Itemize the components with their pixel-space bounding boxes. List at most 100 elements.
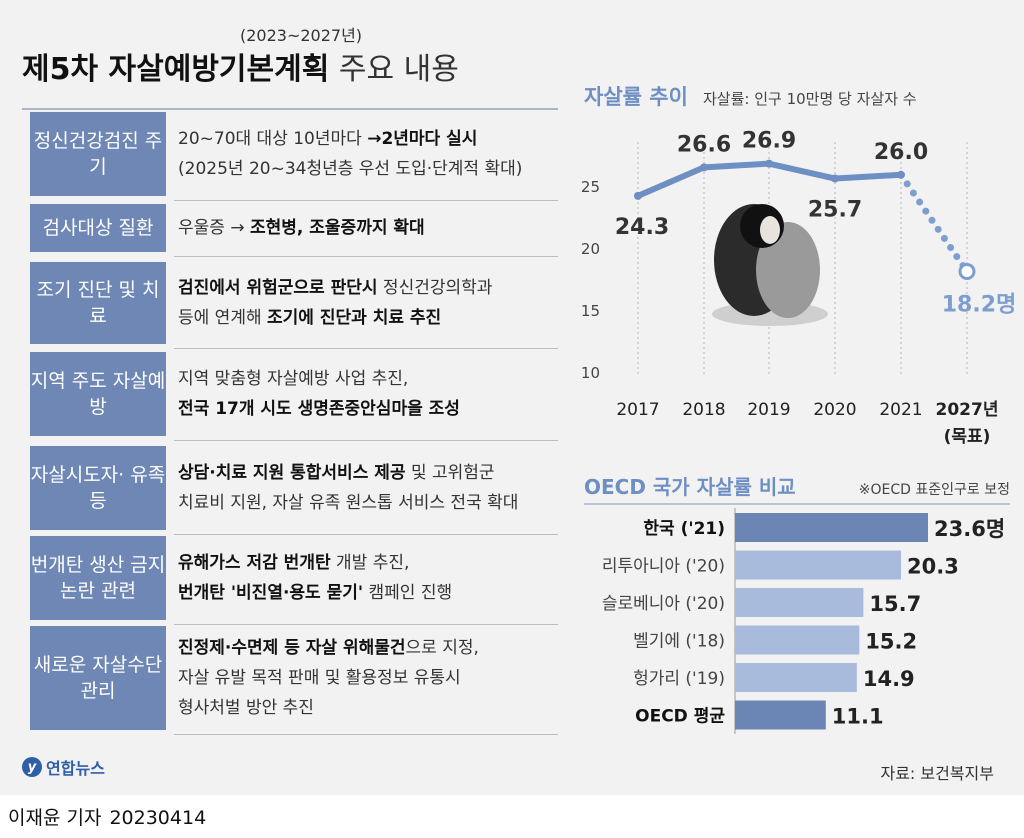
plan-item-label: 새로운 자살수단 관리 — [30, 626, 166, 730]
bar-chart-title: OECD 국가 자살률 비교 — [584, 475, 796, 499]
data-point — [897, 170, 905, 179]
description-line: 진정제·수면제 등 자살 위해물건으로 지정, — [178, 633, 558, 663]
row-divider — [174, 440, 558, 441]
x-tick-label: 2020 — [813, 400, 856, 420]
bar-category-label: 리투아니아 ('20) — [602, 557, 725, 577]
description-line: 전국 17개 시도 생명존중안심마을 조성 — [178, 394, 558, 424]
plan-item: 지역 주도 자살예방 지역 맞춤형 자살예방 사업 추진, 전국 17개 시도 생명… — [30, 352, 558, 436]
plan-item-label: 번개탄 생산 금지 논란 관련 — [30, 536, 166, 620]
value-label: 24.3 — [615, 215, 669, 240]
bar-category-label: 헝가리 ('19) — [633, 669, 725, 689]
reporter-name: 이재윤 기자 — [8, 807, 102, 829]
data-point — [831, 174, 839, 183]
emphasis-text: 전국 17개 시도 생명존중안심마을 조성 — [178, 399, 460, 419]
data-point — [765, 159, 773, 168]
bar-category-label: 벨기에 ('18) — [633, 632, 725, 652]
plan-item: 조기 진단 및 치료 검진에서 위험군으로 판단시 정신건강의학과 등에 연계해 조… — [30, 262, 558, 344]
bar-value-label: 23.6명 — [934, 517, 1005, 541]
plan-period: (2023~2027년) — [240, 26, 363, 45]
bar-category-label: OECD 평균 — [635, 707, 725, 727]
value-label: 25.7 — [808, 198, 862, 223]
emphasis-text: 진정제·수면제 등 자살 위해물건 — [178, 638, 406, 658]
row-divider — [174, 200, 558, 201]
bar-value-label: 20.3 — [907, 555, 959, 579]
target-point — [958, 263, 976, 281]
bar — [735, 588, 864, 617]
x-tick-label: 2019 — [747, 400, 790, 420]
y-tick-label: 10 — [581, 364, 600, 382]
y-tick-label: 25 — [581, 178, 600, 196]
x-tick-label: 2017 — [616, 400, 659, 420]
plan-item: 번개탄 생산 금지 논란 관련 유해가스 저감 번개탄 개발 추진, 번개탄 '비진… — [30, 536, 558, 620]
row-divider — [174, 624, 558, 625]
description-line: 형사처벌 방안 추진 — [178, 693, 558, 723]
data-point — [634, 191, 642, 200]
description-line: 우울증 → 조현병, 조울증까지 확대 — [178, 213, 558, 243]
description-text: 및 고위험군 — [405, 463, 495, 483]
description-line: 자살 유발 목적 판매 및 활용정보 유통시 — [178, 663, 558, 693]
description-line: 치료비 지원, 자살 유족 원스톱 서비스 전국 확대 — [178, 488, 558, 518]
description-line: (2025년 20~34청년층 우선 도입·단계적 확대) — [178, 154, 558, 184]
bar-value-label: 15.2 — [865, 630, 917, 654]
bar — [735, 663, 857, 692]
description-text: 등에 연계해 — [178, 308, 268, 328]
bar — [735, 625, 860, 655]
description-text: 정신건강의학과 — [377, 278, 493, 298]
emphasis-text: 상담·치료 지원 통합서비스 제공 — [178, 463, 406, 483]
plan-item: 새로운 자살수단 관리 진정제·수면제 등 자살 위해물건으로 지정, 자살 유발 … — [30, 626, 558, 730]
x-tick-label: 2018 — [682, 400, 725, 420]
plan-item-label: 조기 진단 및 치료 — [30, 262, 166, 344]
yonhap-logo: y 연합뉴스 — [22, 755, 105, 779]
plan-item-description: 20~70대 대상 10년마다 →2년마다 실시 (2025년 20~34청년층 … — [178, 112, 558, 196]
description-line: 지역 맞춤형 자살예방 사업 추진, — [178, 364, 558, 394]
description-text: 우울증 → — [178, 218, 250, 238]
bar-chart-note: ※OECD 표준인구로 보정 — [859, 482, 1010, 498]
emphasis-text: →2년마다 실시 — [367, 129, 478, 149]
description-text: 형사처벌 방안 추진 — [178, 698, 314, 718]
description-text: 으로 지정, — [405, 638, 479, 658]
data-point — [700, 163, 708, 172]
bar-category-label: 한국 ('21) — [643, 519, 725, 539]
byline: 이재윤 기자 20230414 — [8, 803, 206, 830]
value-label: 26.6 — [677, 132, 731, 157]
x-tick-note: (목표) — [944, 427, 991, 447]
bar-value-label: 14.9 — [863, 667, 915, 691]
description-line: 20~70대 대상 10년마다 →2년마다 실시 — [178, 124, 558, 154]
bar-value-label: 11.1 — [832, 705, 884, 729]
bar-category-label: 슬로베니아 ('20) — [602, 594, 725, 614]
row-divider — [174, 534, 558, 535]
emphasis-text: 번개탄 '비진열·용도 묻기' — [178, 583, 364, 603]
x-tick-label: 2021 — [879, 400, 922, 420]
plan-item-label: 지역 주도 자살예방 — [30, 352, 166, 436]
description-text: 자살 유발 목적 판매 및 활용정보 유통시 — [178, 668, 461, 688]
plan-item-label: 자살시도자· 유족 등 — [30, 446, 166, 530]
figure-face — [760, 216, 780, 244]
crouching-figure-illustration — [712, 204, 828, 326]
emphasis-text: 조현병, 조울증까지 확대 — [249, 218, 425, 238]
emphasis-text: 조기에 진단과 치료 추진 — [267, 308, 442, 328]
description-text: (2025년 20~34청년층 우선 도입·단계적 확대) — [178, 159, 523, 179]
plan-item-description: 진정제·수면제 등 자살 위해물건으로 지정, 자살 유발 목적 판매 및 활용정… — [178, 626, 558, 730]
bar — [735, 513, 928, 542]
plan-item-description: 유해가스 저감 번개탄 개발 추진, 번개탄 '비진열·용도 묻기' 캠페인 진행 — [178, 536, 558, 620]
plan-item: 정신건강검진 주기 20~70대 대상 10년마다 →2년마다 실시 (2025년 … — [30, 112, 558, 196]
emphasis-text: 유해가스 저감 번개탄 — [178, 553, 331, 573]
title-bold: 제5차 자살예방기본계획 — [22, 52, 330, 87]
description-line: 검진에서 위험군으로 판단시 정신건강의학과 — [178, 273, 558, 303]
description-text: 지역 맞춤형 자살예방 사업 추진, — [178, 369, 409, 389]
emphasis-text: 검진에서 위험군으로 판단시 — [178, 278, 378, 298]
suicide-rate-trend-chart: 자살률 추이 자살률: 인구 10만명 당 자살자 수 10 15 20 25 24.3 26… — [581, 85, 1017, 447]
row-divider — [174, 348, 558, 349]
line-chart-subtitle: 자살률: 인구 10만명 당 자살자 수 — [703, 90, 917, 108]
value-label: 18.2명 — [942, 293, 1017, 318]
plan-item: 검사대상 질환 우울증 → 조현병, 조울증까지 확대 — [30, 204, 558, 252]
page-title: 제5차 자살예방기본계획 주요 내용 — [22, 44, 459, 88]
plan-item: 자살시도자· 유족 등 상담·치료 지원 통합서비스 제공 및 고위험군 치료비 지… — [30, 446, 558, 530]
description-text: 캠페인 진행 — [363, 583, 453, 603]
description-text: 개발 추진, — [330, 553, 410, 573]
value-label: 26.0 — [874, 140, 928, 165]
title-divider — [22, 108, 558, 110]
